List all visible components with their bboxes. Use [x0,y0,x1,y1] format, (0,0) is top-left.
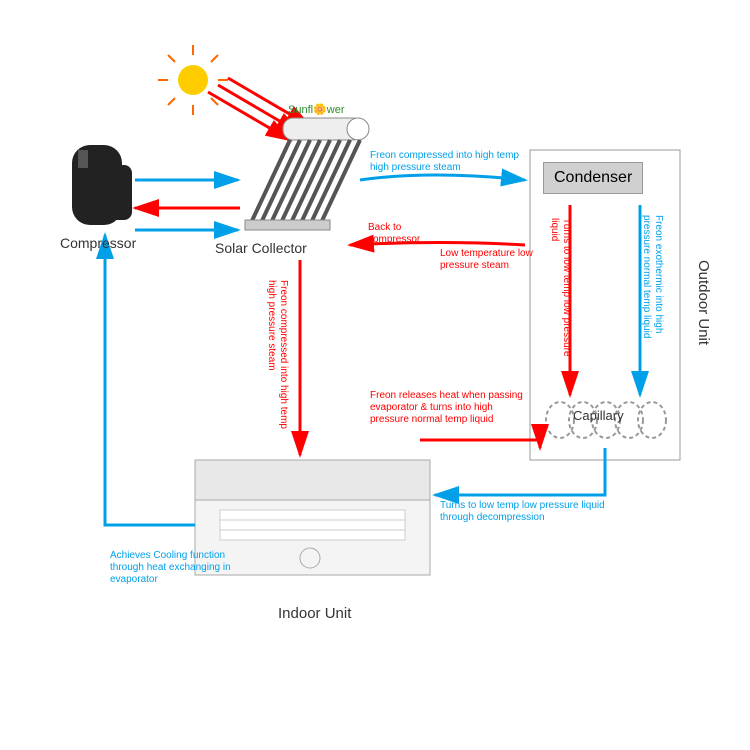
annotation-freon-compressed: Freon compressed into high temp high pre… [370,150,520,174]
annotation-decompression: Turns to low temp low pressure liquid th… [440,500,610,524]
compressor-label: Compressor [60,235,136,251]
outdoor-unit-label: Outdoor Unit [695,260,712,345]
arrow-collector-to-condenser [360,175,525,180]
solar-collector-label: Solar Collector [215,240,307,256]
annotation-freon-exothermic: Freon exothermic into high pressure norm… [640,215,664,375]
sunflower-label: Sunfl🌼wer [288,103,345,116]
annotation-freon-compressed-vert: Freon compressed into high temp high pre… [265,280,289,450]
capillary-label: Capillary [573,408,624,423]
condenser-label: Condenser [543,162,643,194]
arrow-indoor-to-compressor [105,235,195,525]
arrow-indoor-to-capillary [420,440,540,448]
arrow-capillary-to-indoor [435,448,605,495]
annotation-back-compressor: Back to compressor [368,222,438,246]
annotation-low-temp-steam: Low temperature low pressure steam [440,248,550,272]
annotation-turns-low-liquid: Turns to low temp low pressure liquid [548,218,572,378]
solar-collector-icon [245,118,369,230]
annotation-freon-releases: Freon releases heat when passing evapora… [370,390,525,426]
annotation-achieves-cooling: Achieves Cooling function through heat e… [110,550,240,586]
compressor-icon [72,145,132,225]
indoor-unit-label: Indoor Unit [278,605,351,622]
